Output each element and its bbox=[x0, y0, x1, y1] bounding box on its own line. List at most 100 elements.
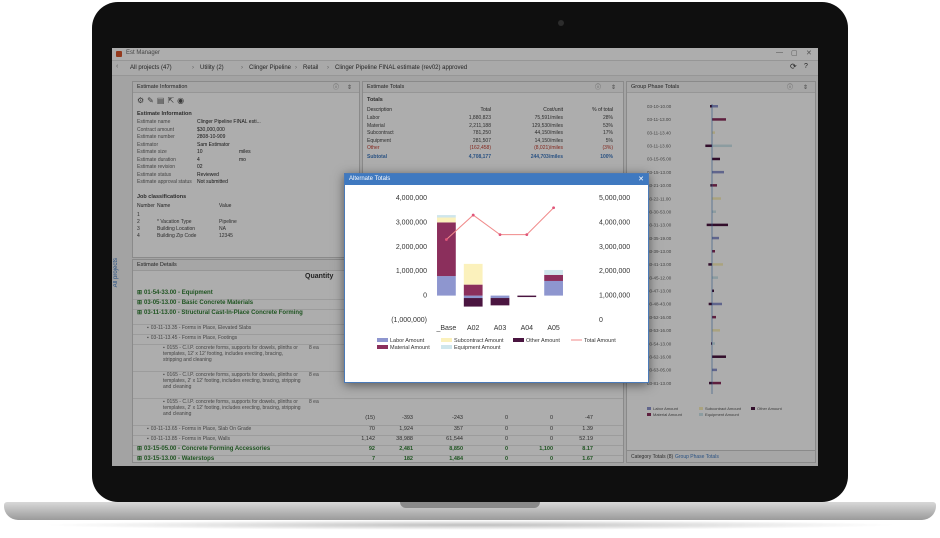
legend-label: Total Amount bbox=[584, 338, 616, 344]
details-row[interactable]: ⊞ 03-15-05.00 - Concrete Forming Accessor… bbox=[137, 446, 312, 452]
bar-segment bbox=[544, 269, 563, 275]
details-value: 0 bbox=[549, 426, 553, 432]
tree-bullet-icon[interactable]: ▪ bbox=[163, 345, 165, 351]
gp-row-label: 03-47-13.00 bbox=[647, 289, 672, 294]
field-value[interactable]: Not submitted bbox=[197, 179, 228, 185]
app-screen: Est Manager — ▢ ✕ ‹ All projects (47) › … bbox=[112, 48, 818, 466]
pin-icon[interactable]: ⇕ bbox=[611, 85, 617, 91]
app-title: Est Manager bbox=[126, 50, 161, 56]
bar-segment bbox=[463, 263, 483, 285]
gp-bar bbox=[712, 329, 720, 332]
bar-segment bbox=[490, 298, 510, 306]
edit-icon[interactable]: ✎ bbox=[147, 96, 157, 105]
folder-icon[interactable]: ▤ bbox=[156, 96, 168, 105]
field-value[interactable]: 2808-10-909 bbox=[197, 134, 226, 140]
totals-cell: 53% bbox=[602, 122, 613, 129]
expand-icon[interactable]: ⊞ bbox=[137, 310, 143, 316]
field-label: Estimate revision bbox=[137, 164, 176, 170]
gp-bar bbox=[710, 105, 712, 108]
field-value[interactable]: Clinger Pipeline FINAL esti... bbox=[197, 119, 261, 125]
expand-icon[interactable]: ⊞ bbox=[137, 290, 143, 296]
details-row[interactable]: ⊞ 03-05-13.00 - Basic Concrete Materials bbox=[137, 300, 312, 306]
details-row[interactable]: ▪ 0155 - C.I.P. concrete forms, supports … bbox=[163, 345, 303, 363]
info-icon[interactable]: ⓘ bbox=[787, 85, 794, 91]
legend-label: Labor Amount bbox=[390, 338, 425, 344]
gp-row-label: 03-52-16.00 bbox=[647, 315, 672, 320]
row-divider bbox=[133, 398, 623, 399]
field-value[interactable]: 4 bbox=[197, 156, 200, 163]
details-row[interactable]: ⊞ 03-11-13.00 - Structural Cast-In-Place … bbox=[137, 310, 312, 316]
y-left-tick: (1,000,000) bbox=[391, 317, 427, 324]
details-row[interactable]: ▪ 03-11-13.65 - Forms in Place, Slab On G… bbox=[147, 426, 322, 432]
pin-icon[interactable]: ⇕ bbox=[803, 85, 809, 91]
gp-row-label: 03-11-13.60 bbox=[647, 144, 671, 149]
minimize-icon[interactable]: — bbox=[776, 49, 783, 56]
crumb-project[interactable]: Clinger Pipeline bbox=[249, 65, 292, 71]
tree-bullet-icon[interactable]: ▪ bbox=[147, 426, 149, 432]
expand-icon[interactable]: ⊞ bbox=[137, 456, 143, 462]
tab-group-phase-totals[interactable]: Group Phase Totals bbox=[675, 454, 719, 460]
laptop-shadow bbox=[40, 520, 900, 530]
help-icon[interactable]: ? bbox=[804, 63, 808, 70]
gp-bar bbox=[712, 368, 717, 372]
details-value: 52.19 bbox=[579, 436, 593, 442]
tree-bullet-icon[interactable]: ▪ bbox=[147, 436, 149, 442]
record-icon[interactable]: ◉ bbox=[177, 96, 188, 105]
group-phase-chart: 03-10-10.00 03-11-13.00 03-11-13.40 03-11-1… bbox=[647, 104, 783, 417]
gp-row-label: 03-54-13.00 bbox=[647, 341, 672, 346]
details-row[interactable]: ⊞ 01-54-33.00 - Equipment bbox=[137, 290, 312, 296]
details-row[interactable]: ▪ 03-11-13.45 - Forms in Place, Footings bbox=[147, 335, 322, 341]
maximize-icon[interactable]: ▢ bbox=[791, 50, 798, 57]
field-value[interactable]: 10 bbox=[197, 149, 203, 155]
settings-icon[interactable]: ⚙ bbox=[137, 96, 148, 105]
details-row[interactable]: ⊞ 03-15-13.00 - Waterstops bbox=[137, 456, 312, 462]
gp-legend-label: Labor Amount bbox=[653, 406, 679, 411]
crumb-utility[interactable]: Utility (2) bbox=[200, 65, 224, 71]
tree-bullet-icon[interactable]: ▪ bbox=[147, 325, 149, 331]
x-tick: _Base bbox=[435, 325, 456, 332]
field-value[interactable]: 02 bbox=[197, 164, 203, 170]
field-value[interactable]: Sam Estimator bbox=[197, 141, 230, 148]
close-icon[interactable]: ✕ bbox=[806, 50, 812, 57]
details-row[interactable]: ▪ 03-11-13.35 - Forms in Place, Elevated … bbox=[147, 325, 322, 331]
details-row[interactable]: ▪ 0155 - C.I.P. concrete forms, supports … bbox=[163, 399, 303, 417]
totals-section-title: Totals bbox=[367, 97, 383, 103]
field-value[interactable]: Reviewed bbox=[197, 171, 219, 178]
back-icon[interactable]: ‹ bbox=[116, 63, 119, 70]
tree-bullet-icon[interactable]: ▪ bbox=[163, 399, 165, 405]
expand-icon[interactable]: ⊞ bbox=[137, 446, 143, 452]
estimate-info-header: Estimate Information ⓘ ⇕ bbox=[133, 82, 359, 93]
crumb-retail[interactable]: Retail bbox=[303, 65, 319, 71]
field-value[interactable]: $30,000,000 bbox=[197, 126, 225, 133]
crumb-estimate[interactable]: Clinger Pipeline FINAL estimate (rev02) … bbox=[335, 65, 468, 71]
refresh-icon[interactable]: ⟳ bbox=[790, 62, 797, 71]
x-tick: A05 bbox=[547, 325, 560, 332]
totals-cell: 4,708,177 bbox=[468, 154, 491, 160]
gp-bar bbox=[712, 210, 716, 213]
gp-bar bbox=[712, 105, 718, 108]
gp-row-label: 03-39-13.00 bbox=[647, 249, 672, 254]
gp-row-label: 03-11-13.40 bbox=[647, 130, 671, 135]
info-icon[interactable]: ⓘ bbox=[333, 85, 340, 91]
details-value: 92 bbox=[368, 446, 375, 452]
tree-bullet-icon[interactable]: ▪ bbox=[147, 335, 149, 341]
gp-bar bbox=[708, 302, 712, 306]
alternate-totals-chart: (1,000,000) 0 1,000,000 2,000,000 3,000,000 4… bbox=[377, 195, 630, 351]
export-icon[interactable]: ⇱ bbox=[167, 96, 178, 105]
webcam bbox=[558, 20, 564, 26]
tab-category-totals[interactable]: Category Totals (8) bbox=[631, 454, 674, 460]
gp-bar bbox=[712, 342, 715, 345]
close-icon[interactable]: ✕ bbox=[638, 176, 644, 183]
details-row[interactable]: ▪ 0165 - C.I.P. concrete forms, supports … bbox=[163, 372, 303, 390]
estimate-totals-title: Estimate Totals bbox=[367, 84, 405, 90]
expand-icon[interactable]: ⊞ bbox=[137, 300, 143, 306]
details-row[interactable]: ▪ 03-11-13.85 - Forms in Place, Walls bbox=[147, 436, 322, 442]
job-class-cell: NA bbox=[219, 226, 226, 232]
pin-icon[interactable]: ⇕ bbox=[347, 85, 353, 91]
field-unit: mo bbox=[239, 156, 246, 163]
info-icon[interactable]: ⓘ bbox=[595, 85, 602, 91]
tree-bullet-icon[interactable]: ▪ bbox=[163, 372, 165, 378]
crumb-all-projects[interactable]: All projects (47) bbox=[130, 65, 172, 71]
gp-row-label: 03-41-13.00 bbox=[647, 262, 672, 267]
job-class-header: Number bbox=[137, 203, 155, 209]
